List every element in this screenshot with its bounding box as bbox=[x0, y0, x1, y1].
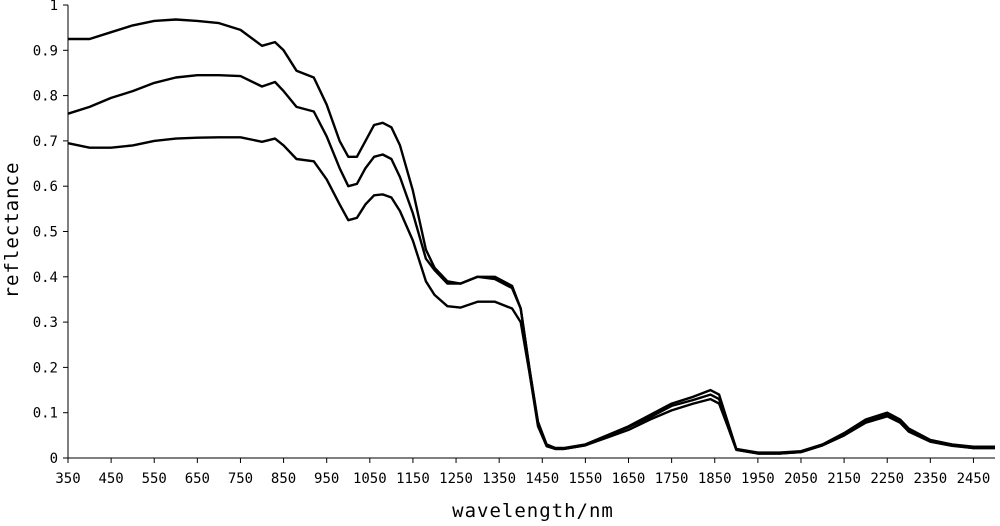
x-tick-label: 2150 bbox=[827, 471, 861, 487]
x-tick-label: 550 bbox=[142, 471, 167, 487]
series-line-3 bbox=[67, 136, 995, 455]
x-tick-label: 2050 bbox=[784, 471, 818, 487]
x-tick-label: 1350 bbox=[482, 471, 516, 487]
y-tick-label: 0.9 bbox=[33, 43, 58, 59]
y-tick-label: 0.5 bbox=[33, 225, 58, 241]
x-tick-label: 1250 bbox=[439, 471, 473, 487]
x-tick-label: 1650 bbox=[612, 471, 646, 487]
y-tick-label: 0.8 bbox=[33, 89, 58, 105]
x-axis-title: wavelength/nm bbox=[452, 500, 614, 522]
y-tick-label: 0.7 bbox=[33, 134, 58, 150]
series-lines bbox=[67, 18, 995, 455]
x-tick-label: 1450 bbox=[525, 471, 559, 487]
y-tick-label: 0 bbox=[50, 451, 58, 467]
x-axis-ticks: 350 450 550 650 750 850 950 1050 1150 1250 1350 145… bbox=[55, 458, 990, 487]
y-tick-label: 0.3 bbox=[33, 315, 58, 331]
x-tick-label: 950 bbox=[314, 471, 339, 487]
y-axis-ticks: 0 0.1 0.2 0.3 0.4 0.5 0.6 0.7 0.8 0.9 1 bbox=[33, 0, 68, 467]
x-tick-label: 2250 bbox=[870, 471, 904, 487]
x-tick-label: 1850 bbox=[698, 471, 732, 487]
x-tick-label: 2350 bbox=[913, 471, 947, 487]
y-tick-label: 1 bbox=[50, 0, 58, 14]
x-tick-label: 1550 bbox=[569, 471, 603, 487]
x-tick-label: 1950 bbox=[741, 471, 775, 487]
x-tick-label: 2450 bbox=[957, 471, 991, 487]
x-tick-label: 450 bbox=[98, 471, 123, 487]
x-tick-label: 1750 bbox=[655, 471, 689, 487]
x-tick-label: 650 bbox=[185, 471, 210, 487]
y-tick-label: 0.1 bbox=[33, 406, 58, 422]
y-tick-label: 0.2 bbox=[33, 360, 58, 376]
y-tick-label: 0.6 bbox=[33, 179, 58, 195]
x-tick-label: 1150 bbox=[396, 471, 430, 487]
x-tick-label: 850 bbox=[271, 471, 296, 487]
x-tick-label: 1050 bbox=[353, 471, 387, 487]
y-tick-label: 0.4 bbox=[33, 270, 58, 286]
x-tick-label: 350 bbox=[55, 471, 80, 487]
series-line-2 bbox=[67, 74, 995, 455]
y-axis-title: reflectance bbox=[1, 162, 23, 299]
x-tick-label: 750 bbox=[228, 471, 253, 487]
